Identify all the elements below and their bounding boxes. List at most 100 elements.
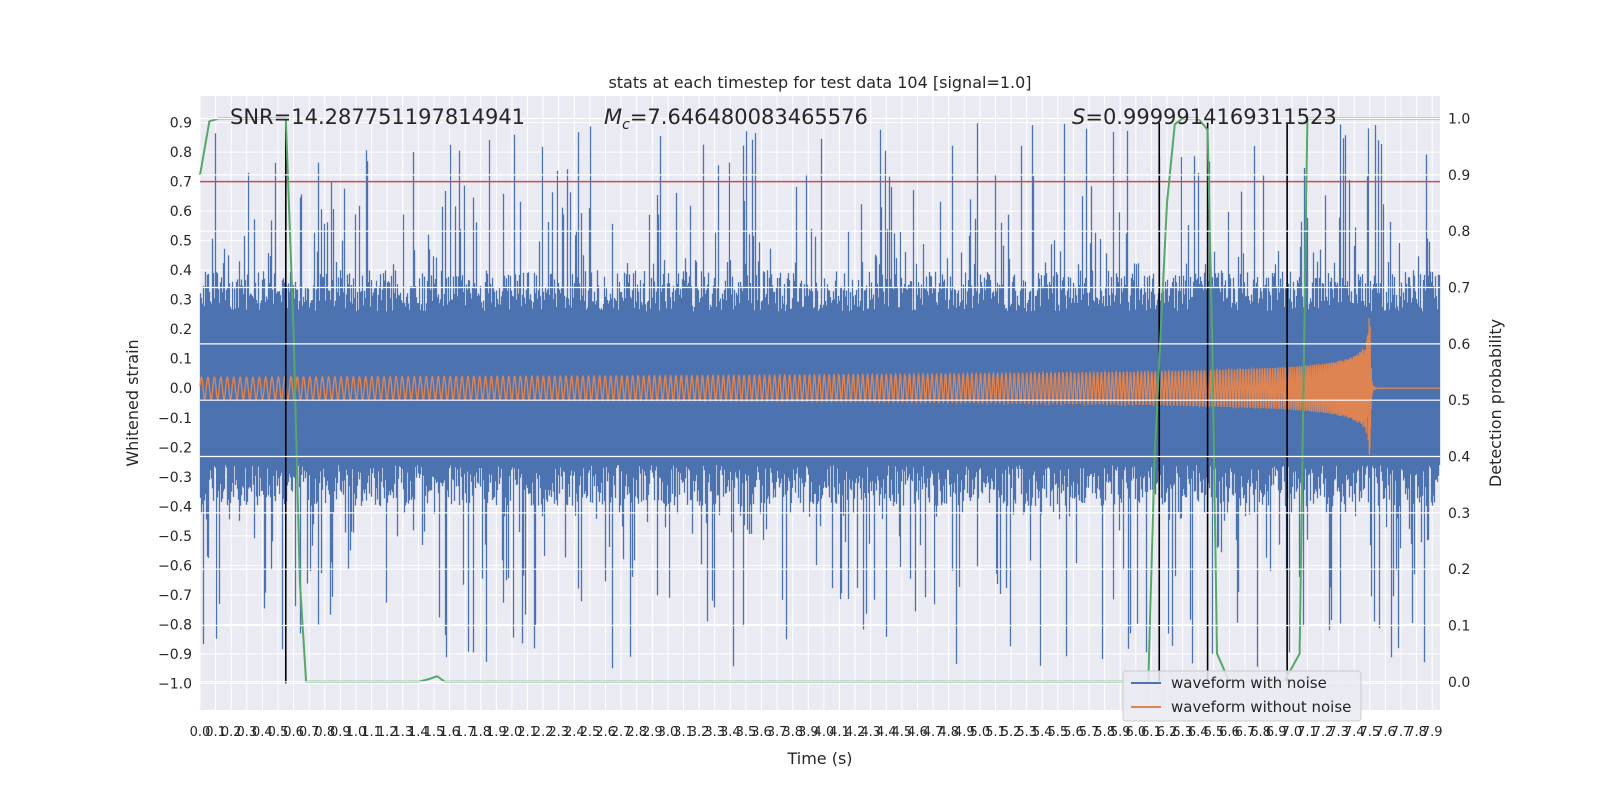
x-tick-label: 0.9 <box>330 725 351 740</box>
x-tick-label: 5.8 <box>1094 725 1115 740</box>
y-tick-label: −0.4 <box>158 499 192 515</box>
x-tick-label: 2.9 <box>642 725 663 740</box>
x-tick-label: 4.9 <box>954 725 975 740</box>
x-tick-label: 7.8 <box>1406 725 1427 740</box>
x-tick-label: 6.5 <box>1203 725 1224 740</box>
x-tick-label: 7.0 <box>1281 725 1302 740</box>
chart-title: stats at each timestep for test data 104… <box>608 73 1031 92</box>
y-right-tick-label: 0.9 <box>1448 168 1470 184</box>
x-tick-label: 0.2 <box>221 725 242 740</box>
y-tick-label: 0.3 <box>170 293 192 309</box>
x-tick-label: 7.6 <box>1375 725 1396 740</box>
y-tick-label: −0.3 <box>158 470 192 486</box>
x-tick-label: 2.7 <box>611 725 632 740</box>
y-right-tick-label: 0.8 <box>1448 224 1470 240</box>
x-tick-label: 6.9 <box>1266 725 1287 740</box>
x-tick-label: 7.9 <box>1422 725 1443 740</box>
x-tick-label: 3.5 <box>736 725 757 740</box>
y-axis-right-ticks: 0.0 0.1 0.2 0.3 0.4 0.5 0.6 0.7 0.8 0.9 1.0 <box>1448 112 1470 691</box>
x-tick-label: 1.7 <box>455 725 476 740</box>
vertical-markers <box>284 122 1288 684</box>
chirp-mass-annotation: Mc=7.646480083465576 <box>604 105 868 133</box>
x-tick-label: 1.9 <box>486 725 507 740</box>
legend-label-clean: waveform without noise <box>1171 698 1351 716</box>
x-tick-label: 4.5 <box>892 725 913 740</box>
score-symbol: S <box>1072 105 1085 129</box>
x-tick-label: 5.7 <box>1079 725 1100 740</box>
x-tick-label: 1.2 <box>377 725 398 740</box>
snr-annotation: SNR=14.287751197814941 <box>230 105 525 129</box>
y-axis-right-label: Detection probability <box>1486 319 1505 487</box>
x-tick-label: 1.0 <box>346 725 367 740</box>
x-tick-label: 2.4 <box>564 725 585 740</box>
y-tick-label: 0.8 <box>170 145 192 161</box>
x-tick-label: 5.5 <box>1048 725 1069 740</box>
x-tick-label: 1.4 <box>408 725 429 740</box>
y-tick-label: −0.9 <box>158 647 192 663</box>
x-tick-label: 1.1 <box>361 725 382 740</box>
x-tick-label: 4.8 <box>938 725 959 740</box>
series-waveform-without-noise <box>199 317 1440 455</box>
x-tick-label: 3.3 <box>704 725 725 740</box>
x-tick-label: 6.8 <box>1250 725 1271 740</box>
x-tick-label: 7.2 <box>1313 725 1334 740</box>
y-tick-label: −0.5 <box>158 529 192 545</box>
x-axis-ticks: 0.00.10.20.30.40.50.60.70.80.91.01.11.21… <box>190 725 1443 740</box>
x-tick-label: 1.5 <box>424 725 445 740</box>
x-tick-label: 1.3 <box>392 725 413 740</box>
y-tick-label: 0.9 <box>170 116 192 132</box>
x-tick-label: 4.3 <box>860 725 881 740</box>
y-right-tick-label: 1.0 <box>1448 112 1470 128</box>
y-tick-label: −0.7 <box>158 588 192 604</box>
y-axis-left-ticks: −1.0 −0.9 −0.8 −0.7 −0.6 −0.5 −0.4 −0.3 −0.2 −0.1… <box>158 116 192 693</box>
y-right-tick-label: 0.3 <box>1448 506 1470 522</box>
y-tick-label: −0.6 <box>158 558 192 574</box>
x-tick-label: 7.5 <box>1359 725 1380 740</box>
x-tick-label: 5.0 <box>970 725 991 740</box>
y-tick-label: 0.6 <box>170 204 192 220</box>
y-tick-label: −0.2 <box>158 440 192 456</box>
x-tick-label: 5.9 <box>1110 725 1131 740</box>
x-tick-label: 3.9 <box>798 725 819 740</box>
x-tick-label: 0.4 <box>252 725 273 740</box>
chirp-mass-symbol: M <box>604 105 622 129</box>
x-tick-label: 5.3 <box>1016 725 1037 740</box>
chirp-mass-subscript: c <box>622 117 630 133</box>
y-axis-label: Whitened strain <box>123 339 142 466</box>
x-tick-label: 2.0 <box>502 725 523 740</box>
x-tick-label: 3.1 <box>673 725 694 740</box>
x-tick-label: 2.3 <box>548 725 569 740</box>
legend: waveform with noise waveform without noi… <box>1122 670 1362 722</box>
legend-label-noise: waveform with noise <box>1171 674 1327 692</box>
x-tick-label: 4.7 <box>923 725 944 740</box>
x-tick-label: 2.8 <box>626 725 647 740</box>
y-tick-label: 0.4 <box>170 263 192 279</box>
x-tick-label: 0.5 <box>268 725 289 740</box>
x-tick-label: 5.4 <box>1032 725 1053 740</box>
y-tick-label: −0.8 <box>158 617 192 633</box>
x-tick-label: 2.5 <box>580 725 601 740</box>
x-tick-label: 3.8 <box>782 725 803 740</box>
y-tick-label: −0.1 <box>158 411 192 427</box>
x-tick-label: 6.2 <box>1157 725 1178 740</box>
x-tick-label: 2.2 <box>533 725 554 740</box>
y-right-tick-label: 0.4 <box>1448 450 1470 466</box>
x-tick-label: 3.4 <box>720 725 741 740</box>
x-tick-label: 0.0 <box>190 725 211 740</box>
x-tick-label: 0.1 <box>205 725 226 740</box>
legend-box <box>1122 670 1362 722</box>
y-tick-label: −1.0 <box>158 676 192 692</box>
x-tick-label: 5.2 <box>1001 725 1022 740</box>
x-tick-label: 7.7 <box>1391 725 1412 740</box>
x-tick-label: 0.6 <box>283 725 304 740</box>
x-tick-label: 7.1 <box>1297 725 1318 740</box>
x-tick-label: 6.1 <box>1141 725 1162 740</box>
x-tick-label: 4.2 <box>845 725 866 740</box>
x-tick-label: 0.3 <box>236 725 257 740</box>
x-tick-label: 3.2 <box>689 725 710 740</box>
x-tick-label: 7.3 <box>1328 725 1349 740</box>
x-tick-label: 7.4 <box>1344 725 1365 740</box>
y-tick-label: 0.1 <box>170 352 192 368</box>
x-tick-label: 4.0 <box>814 725 835 740</box>
